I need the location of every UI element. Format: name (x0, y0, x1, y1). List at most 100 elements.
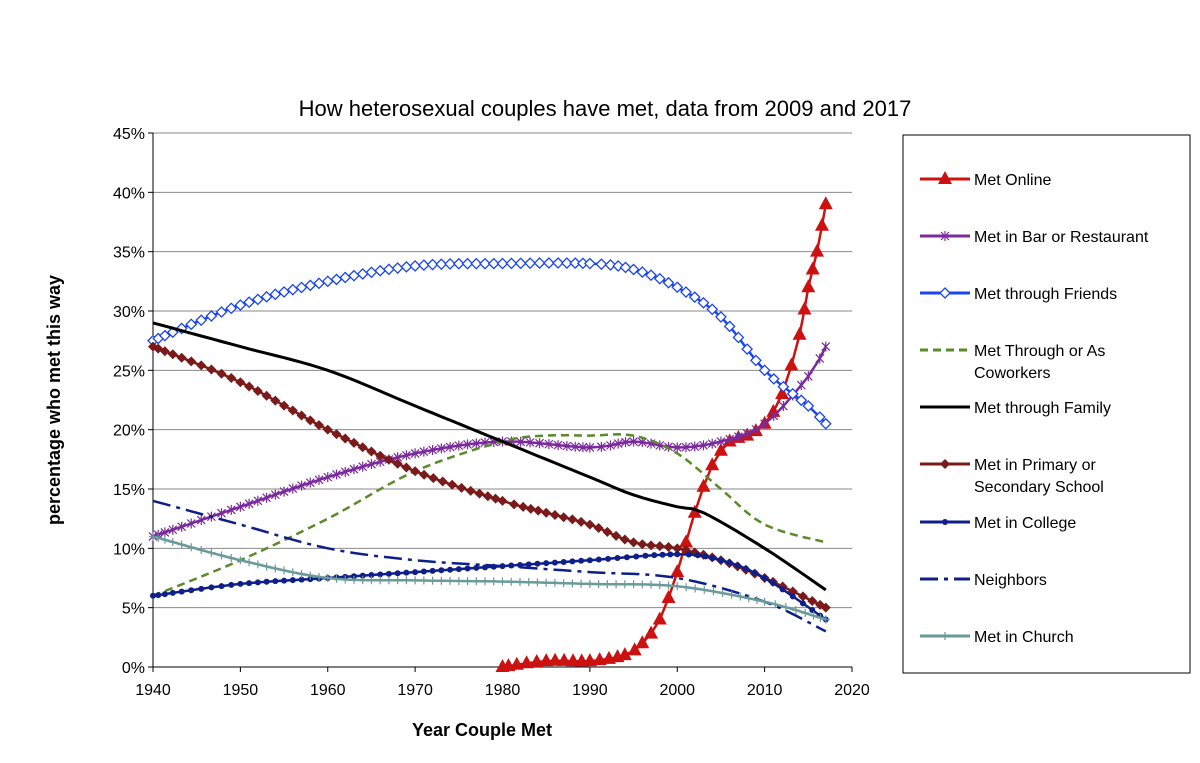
data-point (225, 302, 238, 315)
data-point (514, 257, 527, 270)
data-point (758, 364, 771, 377)
data-point (938, 171, 952, 184)
data-point (544, 439, 554, 450)
data-point (429, 567, 436, 574)
x-tick-label: 1970 (397, 682, 433, 699)
data-point (272, 578, 279, 585)
data-point (627, 642, 642, 656)
data-point (339, 271, 352, 284)
data-point (375, 450, 386, 461)
data-point (402, 576, 411, 585)
data-point (465, 485, 476, 496)
data-point (553, 440, 563, 451)
data-point (437, 476, 448, 487)
data-point (673, 582, 682, 591)
series-line (152, 261, 827, 425)
data-point (682, 583, 691, 592)
data-point (509, 499, 520, 510)
series-6 (148, 341, 831, 613)
data-point (578, 442, 588, 453)
data-point (734, 562, 741, 569)
data-point (461, 257, 474, 270)
data-point (288, 483, 298, 494)
legend-label: Met Through or As (974, 343, 1105, 360)
data-point (662, 276, 675, 289)
data-point (786, 387, 799, 400)
data-point (680, 286, 692, 298)
data-point (244, 498, 254, 509)
data-point (661, 590, 676, 604)
data-point (795, 394, 808, 407)
data-point (349, 464, 359, 475)
data-point (420, 568, 427, 575)
data-point (278, 286, 290, 298)
data-point (167, 349, 178, 360)
data-point (393, 576, 402, 585)
data-point (529, 653, 544, 667)
data-point (688, 291, 701, 304)
data-point (479, 257, 491, 270)
data-point (197, 545, 206, 554)
data-point (341, 575, 350, 584)
legend-label: Met through Friends (974, 286, 1117, 303)
data-point (690, 441, 700, 452)
data-point (623, 554, 630, 561)
data-point (196, 360, 207, 371)
data-point (778, 401, 788, 412)
data-point (533, 257, 546, 269)
data-point (803, 371, 813, 382)
data-point (286, 283, 299, 296)
legend-item: Met Online (920, 171, 1051, 189)
data-point (207, 548, 216, 557)
legend-item: Met through Friends (920, 286, 1117, 303)
data-point (620, 580, 629, 589)
data-point (208, 584, 215, 591)
data-point (481, 577, 490, 586)
data-point (567, 514, 578, 525)
data-point (585, 442, 595, 453)
data-point (411, 576, 420, 585)
data-point (621, 437, 630, 448)
data-point (637, 539, 648, 550)
data-point (582, 653, 597, 667)
legend-item: Met in College (920, 515, 1076, 532)
data-point (160, 535, 169, 544)
data-point (672, 543, 683, 554)
legend-item: Neighbors (920, 572, 1047, 589)
data-point (305, 477, 315, 488)
data-point (797, 591, 808, 602)
data-point (358, 461, 368, 472)
data-point (584, 519, 595, 530)
data-point (670, 564, 685, 578)
data-point (801, 609, 810, 618)
data-point (809, 611, 818, 620)
data-point (549, 510, 560, 521)
data-point (627, 263, 640, 276)
data-point (263, 578, 270, 585)
data-point (235, 377, 246, 388)
data-point (726, 559, 733, 566)
data-point (383, 454, 394, 465)
data-point (596, 441, 606, 452)
data-point (216, 368, 227, 379)
data-point (262, 492, 272, 503)
data-point (323, 472, 333, 483)
data-point (604, 258, 617, 271)
data-point (410, 448, 420, 459)
data-point (594, 580, 603, 589)
data-point (779, 586, 786, 593)
data-point (821, 341, 831, 352)
data-point (446, 576, 455, 585)
data-point (723, 320, 736, 333)
data-point (417, 259, 430, 272)
data-point (717, 557, 724, 564)
data-point (473, 564, 480, 571)
data-point (385, 570, 392, 577)
data-point (820, 602, 831, 613)
gridlines (153, 132, 852, 609)
data-point (367, 459, 376, 470)
data-point (168, 538, 177, 547)
data-point (464, 565, 471, 572)
series-line (152, 346, 827, 538)
data-point (533, 578, 542, 587)
